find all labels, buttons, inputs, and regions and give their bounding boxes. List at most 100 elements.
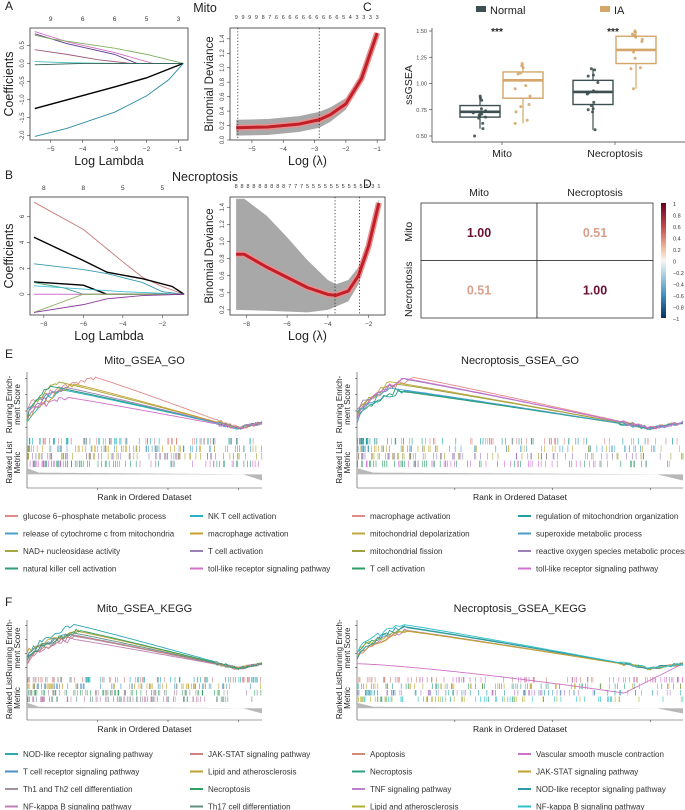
y-tick-label: 1.0 <box>220 63 226 72</box>
legend-label: toll-like receptor signaling pathway <box>536 565 658 574</box>
gene-hit-ticks <box>29 690 258 696</box>
legend-label: IA <box>614 5 625 17</box>
x-tick-label: Necroptosis <box>587 148 642 160</box>
top-tick-label: 8 <box>276 184 279 190</box>
legend-label: Lipid and atherosclerosis <box>370 803 459 810</box>
data-point <box>481 127 485 131</box>
data-point <box>633 56 637 60</box>
top-tick-label: 3 <box>177 16 181 23</box>
x-tick-label: −3 <box>111 146 119 153</box>
panel-label: C <box>363 0 372 14</box>
legend-label: NF-kappa B signaling pathway <box>536 803 645 810</box>
x-tick-label: −4 <box>280 146 288 153</box>
enrichment-curve <box>356 624 684 669</box>
data-point <box>480 98 484 102</box>
gsea-title: Mito_GSEA_KEGG <box>97 603 192 615</box>
box-iqr <box>502 71 544 99</box>
legend-label: NAD+ nucleosidase activity <box>23 547 120 556</box>
top-tick-label: 7 <box>288 184 291 190</box>
x-tick-label: −1 <box>373 146 381 153</box>
top-tick-label: 5 <box>348 184 351 190</box>
plot-frame <box>29 196 189 316</box>
y-tick-label: 0.2 <box>220 121 226 130</box>
legend-label: release of cytochrome c from mitochondri… <box>23 530 175 539</box>
x-tick-label: −1 <box>175 146 183 153</box>
y-tick-label: 0.8 <box>220 254 226 263</box>
y-tick-label: 0.2 <box>220 305 226 314</box>
legend-label: T cell receptor signaling pathway <box>23 768 139 777</box>
data-point <box>596 80 600 84</box>
data-point <box>632 33 636 37</box>
top-tick-label: 8 <box>270 184 273 190</box>
deviance-curve-halo <box>236 32 381 131</box>
colorbar-tick-label: 0.6 <box>673 225 681 231</box>
top-tick-label: 6 <box>288 15 291 21</box>
legend-swatch-ia <box>600 6 610 12</box>
correlation-value: 0.51 <box>467 283 491 297</box>
data-point <box>592 89 596 93</box>
gene-hit-ticks <box>27 677 257 683</box>
panel-label: A <box>5 0 13 13</box>
top-tick-label: 5 <box>365 184 368 190</box>
data-point <box>519 71 523 75</box>
y-axis-label: Ranked List <box>335 441 344 484</box>
legend-label: superoxide metabolic process <box>536 530 642 539</box>
top-tick-label: 6 <box>322 15 325 21</box>
enrichment-curve <box>26 635 263 670</box>
data-point <box>524 84 528 88</box>
legend-label: TNF signaling pathway <box>370 785 451 794</box>
data-point <box>527 103 531 106</box>
y-axis-label: Ranked List <box>5 676 14 719</box>
y-tick-label: 1.2 <box>220 48 226 57</box>
ranked-metric-area <box>27 468 262 481</box>
y-tick-label: 0 <box>20 292 26 296</box>
top-tick-label: 5 <box>354 184 357 190</box>
data-point <box>480 112 484 116</box>
top-tick-label: 7 <box>268 15 271 21</box>
data-point <box>484 109 488 113</box>
deviance-curve <box>236 202 381 297</box>
top-tick-label: 3 <box>376 15 379 21</box>
enrichment-curve <box>356 629 684 670</box>
gene-hit-ticks <box>27 445 262 452</box>
y-tick-label: 0.50 <box>416 134 427 140</box>
top-tick-label: 5 <box>336 184 339 190</box>
data-point <box>591 107 595 111</box>
x-tick-label: −6 <box>283 321 291 328</box>
top-tick-label: 8 <box>82 185 86 192</box>
significance-stars: *** <box>491 27 503 38</box>
data-point <box>513 121 517 125</box>
colorbar-tick-label: −0.4 <box>673 283 684 289</box>
enrichment-curve <box>356 626 684 669</box>
heatmap-cell <box>420 260 538 319</box>
top-tick-label: 5 <box>360 184 363 190</box>
y-axis-label: Running Enrich- <box>335 619 344 677</box>
top-tick-label: 6 <box>295 15 298 21</box>
top-tick-label: 6 <box>315 15 318 21</box>
y-tick-label: 1.25 <box>416 55 427 61</box>
panel-label: D <box>363 177 372 191</box>
x-tick-label: Mito <box>492 148 512 160</box>
gsea-panel-6: E Mito_GSEA_GO Running Enrich-ment Score Ra… <box>5 347 330 574</box>
gene-hit-ticks <box>366 677 684 683</box>
top-tick-label: 6 <box>309 15 312 21</box>
data-point <box>591 73 595 77</box>
top-tick-label: 8 <box>235 184 238 190</box>
gene-hit-ticks <box>357 690 682 696</box>
x-tick-label: −2 <box>342 146 350 153</box>
gene-hit-ticks <box>26 438 251 445</box>
coefficient-path <box>33 293 185 313</box>
data-point <box>521 66 525 70</box>
legend-label: mitochondrial fission <box>370 547 442 556</box>
legend-label: Th1 and Th2 cell differentiation <box>23 785 133 794</box>
top-tick-label: 9 <box>255 15 258 21</box>
y-axis-label: Metric <box>343 687 352 709</box>
coefficient-path <box>33 263 185 295</box>
heatmap-cell <box>536 260 654 319</box>
y-axis-label: Running Enrich- <box>5 375 14 433</box>
gsea-panel-9: Necroptosis_GSEA_KEGG Running Enrich-ment… <box>335 603 684 810</box>
data-point <box>513 87 517 91</box>
top-tick-label: 3 <box>371 184 374 190</box>
data-point <box>516 72 520 76</box>
